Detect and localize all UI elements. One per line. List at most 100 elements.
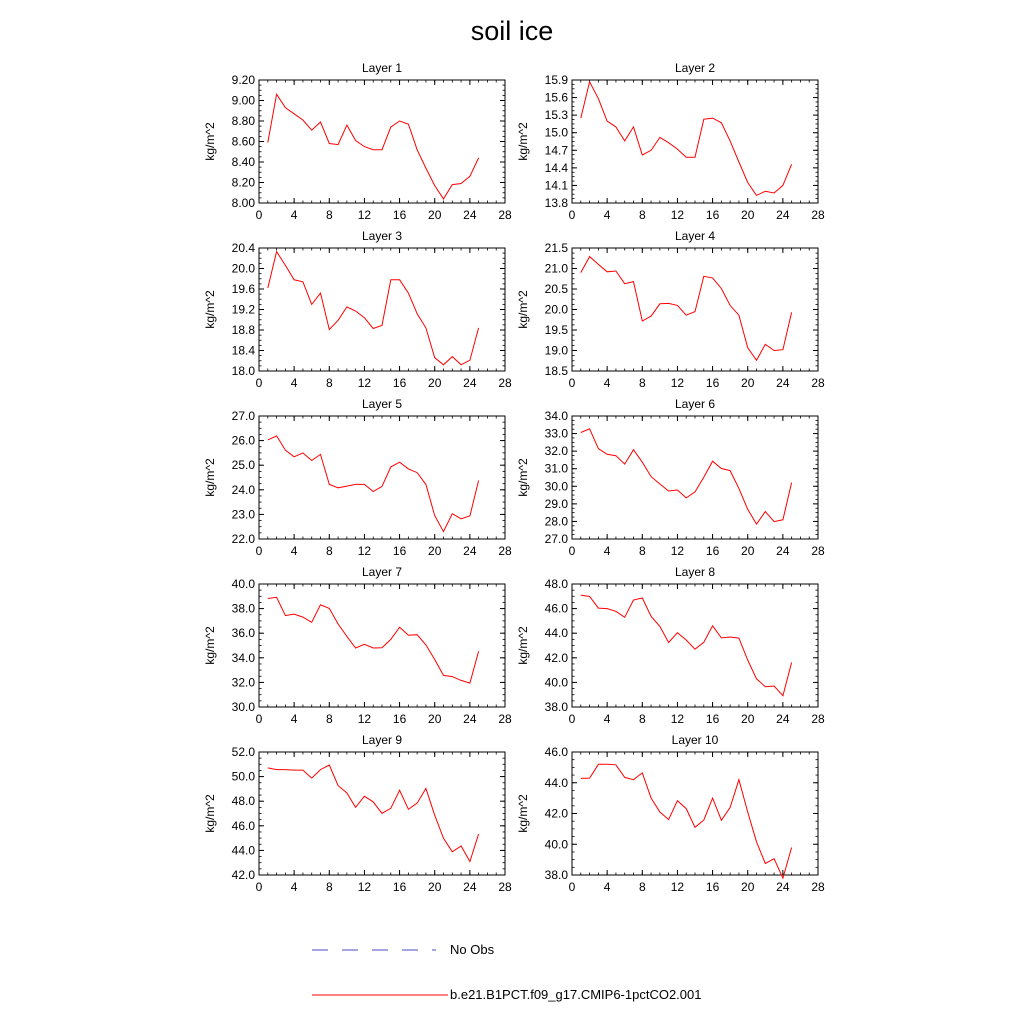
panel-layer-1: Layer 1 kg/m^2 0 4 8 12 16 20 24 28 8.00 8.20 8.40 8.… <box>203 61 512 222</box>
y-tick-label: 18.0 <box>232 364 256 378</box>
panel-layer-2: Layer 2 kg/m^2 0 4 8 12 16 20 24 28 13.8 14.1 14.4 14… <box>516 61 825 222</box>
y-tick-label: 23.0 <box>232 507 256 521</box>
y-tick-label: 19.2 <box>232 303 256 317</box>
x-tick-label: 20 <box>428 544 442 558</box>
y-tick-label: 15.3 <box>545 108 569 122</box>
x-tick-label: 12 <box>671 712 685 726</box>
y-axis-label: kg/m^2 <box>203 290 217 329</box>
plot-frame <box>571 79 819 204</box>
y-tick-label: 34.0 <box>545 409 569 423</box>
x-tick-label: 20 <box>428 376 442 390</box>
panel-title: Layer 9 <box>362 733 402 747</box>
x-tick-label: 24 <box>463 376 477 390</box>
y-tick-label: 18.5 <box>545 364 569 378</box>
y-tick-label: 52.0 <box>232 745 256 759</box>
y-tick-label: 8.40 <box>232 155 256 169</box>
y-tick-label: 38.0 <box>545 868 569 882</box>
x-tick-label: 24 <box>463 208 477 222</box>
x-tick-label: 12 <box>671 376 685 390</box>
y-tick-label: 31.0 <box>545 462 569 476</box>
x-tick-label: 20 <box>741 712 755 726</box>
panel-title: Layer 3 <box>362 229 402 243</box>
x-tick-label: 16 <box>706 712 720 726</box>
x-tick-label: 24 <box>463 880 477 894</box>
x-tick-label: 8 <box>639 712 646 726</box>
x-tick-label: 16 <box>393 544 407 558</box>
y-tick-label: 20.5 <box>545 282 569 296</box>
x-tick-label: 4 <box>604 544 611 558</box>
y-tick-label: 21.0 <box>545 262 569 276</box>
x-tick-label: 16 <box>706 544 720 558</box>
x-tick-label: 28 <box>498 712 512 726</box>
y-tick-label: 38.0 <box>232 602 256 616</box>
y-tick-label: 40.0 <box>545 675 569 689</box>
panel-layer-8: Layer 8 kg/m^2 0 4 8 12 16 20 24 28 38.0 40.0 42.0 44… <box>516 565 825 726</box>
x-tick-label: 20 <box>428 712 442 726</box>
y-tick-label: 46.0 <box>545 602 569 616</box>
x-tick-label: 12 <box>358 712 372 726</box>
y-tick-label: 28.0 <box>545 514 569 528</box>
legend-item-no-obs: No Obs <box>312 940 512 960</box>
series-line <box>580 80 793 197</box>
x-tick-label: 8 <box>639 880 646 894</box>
y-tick-label: 15.0 <box>545 126 569 140</box>
x-tick-label: 12 <box>671 544 685 558</box>
y-tick-label: 38.0 <box>545 700 569 714</box>
y-tick-label: 44.0 <box>545 626 569 640</box>
x-tick-label: 12 <box>358 544 372 558</box>
series-line <box>267 250 480 366</box>
y-tick-label: 8.00 <box>232 196 256 210</box>
y-tick-label: 50.0 <box>232 770 256 784</box>
x-tick-label: 28 <box>498 208 512 222</box>
y-tick-label: 14.1 <box>545 178 569 192</box>
x-tick-label: 16 <box>393 376 407 390</box>
legend-line-model-run <box>312 994 448 996</box>
x-tick-label: 4 <box>604 712 611 726</box>
chart-title: soil ice <box>470 16 554 46</box>
panel-layer-7: Layer 7 kg/m^2 0 4 8 12 16 20 24 28 30.0 32.0 34.0 36… <box>203 565 512 726</box>
x-tick-label: 8 <box>326 376 333 390</box>
series-line <box>580 594 793 697</box>
panel-layer-9: Layer 9 kg/m^2 0 4 8 12 16 20 24 28 42.0 44.0 46.0 48… <box>203 733 512 894</box>
y-axis-label: kg/m^2 <box>516 122 530 161</box>
panel-layer-10: Layer 10 kg/m^2 0 4 8 12 16 20 24 28 38.0 40.0 42.0 4… <box>516 733 825 894</box>
panel-title: Layer 8 <box>675 565 715 579</box>
y-tick-label: 20.0 <box>232 262 256 276</box>
y-tick-label: 15.6 <box>545 91 569 105</box>
x-tick-label: 0 <box>256 880 263 894</box>
y-axis-label: kg/m^2 <box>516 794 530 833</box>
x-tick-label: 0 <box>256 712 263 726</box>
y-tick-label: 8.20 <box>232 176 256 190</box>
x-tick-label: 20 <box>428 208 442 222</box>
plot-frame <box>258 583 506 708</box>
panel-title: Layer 4 <box>675 229 715 243</box>
x-tick-label: 4 <box>291 544 298 558</box>
panel-title: Layer 6 <box>675 397 715 411</box>
series-line <box>267 435 480 533</box>
y-tick-label: 36.0 <box>232 626 256 640</box>
x-tick-label: 8 <box>326 712 333 726</box>
x-tick-label: 28 <box>811 712 825 726</box>
series-line <box>580 255 793 362</box>
panel-title: Layer 1 <box>362 61 402 75</box>
panel-title: Layer 5 <box>362 397 402 411</box>
y-axis-label: kg/m^2 <box>203 458 217 497</box>
y-tick-label: 30.0 <box>545 479 569 493</box>
y-tick-label: 34.0 <box>232 651 256 665</box>
y-tick-label: 21.5 <box>545 241 569 255</box>
y-axis-label: kg/m^2 <box>516 290 530 329</box>
y-axis-label: kg/m^2 <box>203 122 217 161</box>
x-tick-label: 24 <box>776 376 790 390</box>
panel-layer-3: Layer 3 kg/m^2 0 4 8 12 16 20 24 28 18.0 18.4 18.8 19… <box>203 229 512 390</box>
y-tick-label: 42.0 <box>232 868 256 882</box>
x-tick-label: 28 <box>811 376 825 390</box>
x-tick-label: 4 <box>291 712 298 726</box>
series-line <box>267 92 480 200</box>
y-tick-label: 32.0 <box>232 675 256 689</box>
x-tick-label: 12 <box>671 208 685 222</box>
panel-layer-4: Layer 4 kg/m^2 0 4 8 12 16 20 24 28 18.5 19.0 19.5 20… <box>516 229 825 390</box>
x-tick-label: 16 <box>393 712 407 726</box>
x-tick-label: 24 <box>776 544 790 558</box>
series-line <box>267 596 480 684</box>
